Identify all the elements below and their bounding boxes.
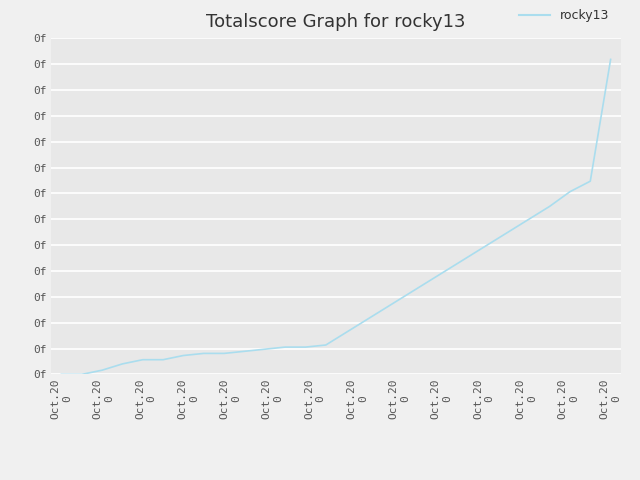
rocky13 [139, 357, 147, 362]
rocky13 [261, 347, 269, 352]
rocky13 [444, 266, 452, 272]
rocky13 [424, 279, 431, 285]
rocky13 [505, 229, 513, 235]
rocky13 [220, 350, 228, 356]
rocky13 [403, 292, 411, 298]
rocky13 [159, 357, 167, 362]
rocky13 [342, 329, 350, 335]
rocky13 [465, 254, 472, 260]
rocky13 [301, 344, 309, 350]
rocky13 [546, 204, 554, 209]
rocky13 [586, 178, 594, 184]
rocky13 [484, 241, 492, 247]
rocky13 [383, 304, 390, 310]
rocky13 [78, 372, 86, 377]
rocky13 [118, 361, 126, 367]
Title: Totalscore Graph for rocky13: Totalscore Graph for rocky13 [206, 13, 466, 31]
rocky13 [363, 317, 371, 323]
rocky13 [566, 189, 574, 194]
rocky13 [180, 353, 188, 359]
rocky13 [58, 372, 65, 377]
rocky13 [525, 216, 533, 222]
Line: rocky13: rocky13 [61, 60, 611, 374]
rocky13 [322, 342, 330, 348]
rocky13 [282, 344, 289, 350]
rocky13 [607, 57, 614, 62]
rocky13 [98, 367, 106, 373]
rocky13 [241, 348, 248, 354]
rocky13 [200, 350, 207, 356]
Legend: rocky13: rocky13 [514, 4, 614, 27]
